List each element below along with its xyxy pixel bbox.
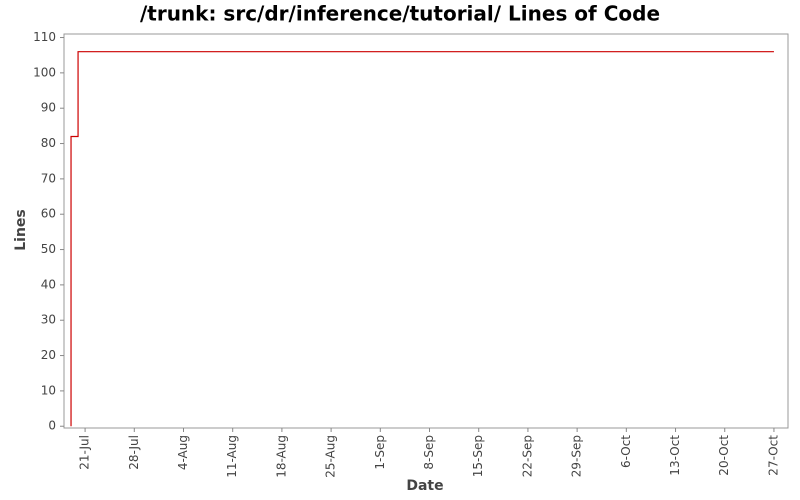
x-tick-label: 4-Aug xyxy=(176,435,190,470)
x-tick-label: 11-Aug xyxy=(225,435,239,478)
y-tick-label: 20 xyxy=(41,348,56,362)
x-tick-label: 15-Sep xyxy=(471,435,485,477)
chart-title: /trunk: src/dr/inference/tutorial/ Lines… xyxy=(140,2,660,26)
x-tick-label: 21-Jul xyxy=(78,435,92,470)
x-tick-label: 29-Sep xyxy=(570,435,584,477)
x-tick-label: 8-Sep xyxy=(422,435,436,470)
plot-frame xyxy=(63,33,789,429)
x-tick-label: 28-Jul xyxy=(127,435,141,470)
y-tick-label: 70 xyxy=(41,171,56,185)
y-axis-title: Lines xyxy=(13,209,29,251)
x-tick-label: 13-Oct xyxy=(668,435,682,476)
x-axis-title: Date xyxy=(406,478,443,494)
y-tick-label: 110 xyxy=(33,30,56,44)
y-tick-label: 90 xyxy=(41,101,56,115)
x-tick-label: 25-Aug xyxy=(324,435,338,478)
y-tick-label: 40 xyxy=(41,277,56,291)
y-tick-label: 10 xyxy=(41,383,56,397)
x-tick-label: 27-Oct xyxy=(766,435,780,476)
x-tick-label: 1-Sep xyxy=(373,435,387,470)
x-tick-label: 6-Oct xyxy=(619,435,633,468)
y-tick-label: 30 xyxy=(41,313,56,327)
y-tick-label: 0 xyxy=(48,419,56,433)
x-tick-label: 20-Oct xyxy=(717,435,731,476)
data-line xyxy=(70,51,774,427)
y-tick-label: 80 xyxy=(41,136,56,150)
x-tick-label: 22-Sep xyxy=(520,435,534,477)
y-tick-label: 50 xyxy=(41,242,56,256)
x-tick-label: 18-Aug xyxy=(274,435,288,478)
y-tick-label: 60 xyxy=(41,207,56,221)
y-tick-label: 100 xyxy=(33,65,56,79)
